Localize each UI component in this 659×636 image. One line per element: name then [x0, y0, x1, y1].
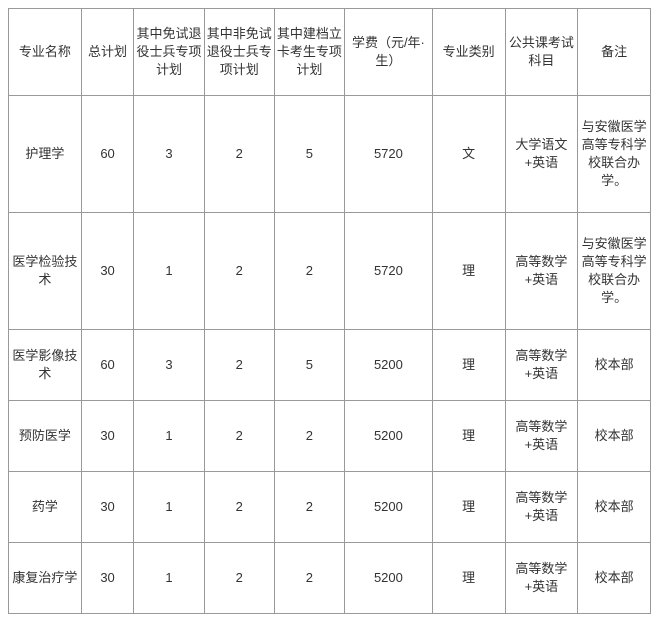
- table-cell: 2: [204, 96, 274, 213]
- table-cell: 校本部: [578, 401, 651, 472]
- table-row: 药学301225200理高等数学+英语校本部: [9, 472, 651, 543]
- table-cell: 5720: [345, 213, 433, 330]
- table-cell: 预防医学: [9, 401, 82, 472]
- table-cell: 护理学: [9, 96, 82, 213]
- table-cell: 高等数学+英语: [505, 472, 578, 543]
- table-cell: 高等数学+英语: [505, 213, 578, 330]
- table-cell: 理: [432, 330, 505, 401]
- table-cell: 1: [134, 543, 204, 614]
- table-cell: 30: [81, 401, 134, 472]
- table-cell: 药学: [9, 472, 82, 543]
- table-body: 护理学603255720文大学语文+英语与安徽医学高等专科学校联合办学。医学检验…: [9, 96, 651, 614]
- table-cell: 3: [134, 96, 204, 213]
- table-cell: 2: [274, 543, 344, 614]
- table-cell: 1: [134, 401, 204, 472]
- table-row: 预防医学301225200理高等数学+英语校本部: [9, 401, 651, 472]
- table-cell: 高等数学+英语: [505, 543, 578, 614]
- table-row: 医学影像技术603255200理高等数学+英语校本部: [9, 330, 651, 401]
- table-cell: 理: [432, 543, 505, 614]
- table-cell: 1: [134, 213, 204, 330]
- table-cell: 大学语文+英语: [505, 96, 578, 213]
- header-cell: 学费（元/年·生）: [345, 9, 433, 96]
- table-cell: 5720: [345, 96, 433, 213]
- table-cell: 校本部: [578, 330, 651, 401]
- table-cell: 理: [432, 472, 505, 543]
- table-cell: 高等数学+英语: [505, 401, 578, 472]
- table-cell: 校本部: [578, 472, 651, 543]
- table-cell: 5: [274, 96, 344, 213]
- table-cell: 2: [274, 472, 344, 543]
- table-head: 专业名称总计划其中免试退役士兵专项计划其中非免试退役士兵专项计划其中建档立卡考生…: [9, 9, 651, 96]
- header-cell: 其中建档立卡考生专项计划: [274, 9, 344, 96]
- table-cell: 2: [204, 401, 274, 472]
- table-cell: 30: [81, 543, 134, 614]
- table-cell: 5: [274, 330, 344, 401]
- table-cell: 文: [432, 96, 505, 213]
- table-cell: 30: [81, 472, 134, 543]
- table-cell: 2: [274, 401, 344, 472]
- table-cell: 2: [204, 543, 274, 614]
- table-cell: 5200: [345, 401, 433, 472]
- enrollment-plan-table: 专业名称总计划其中免试退役士兵专项计划其中非免试退役士兵专项计划其中建档立卡考生…: [8, 8, 651, 614]
- table-cell: 校本部: [578, 543, 651, 614]
- table-cell: 理: [432, 213, 505, 330]
- table-cell: 医学影像技术: [9, 330, 82, 401]
- table-cell: 高等数学+英语: [505, 330, 578, 401]
- table-cell: 与安徽医学高等专科学校联合办学。: [578, 96, 651, 213]
- header-cell: 总计划: [81, 9, 134, 96]
- header-cell: 专业类别: [432, 9, 505, 96]
- header-row: 专业名称总计划其中免试退役士兵专项计划其中非免试退役士兵专项计划其中建档立卡考生…: [9, 9, 651, 96]
- table-cell: 1: [134, 472, 204, 543]
- table-row: 护理学603255720文大学语文+英语与安徽医学高等专科学校联合办学。: [9, 96, 651, 213]
- table-cell: 2: [204, 213, 274, 330]
- header-cell: 其中非免试退役士兵专项计划: [204, 9, 274, 96]
- table-cell: 3: [134, 330, 204, 401]
- table-cell: 2: [274, 213, 344, 330]
- table-row: 医学检验技术301225720理高等数学+英语与安徽医学高等专科学校联合办学。: [9, 213, 651, 330]
- table-cell: 与安徽医学高等专科学校联合办学。: [578, 213, 651, 330]
- table-cell: 60: [81, 330, 134, 401]
- table-cell: 2: [204, 472, 274, 543]
- table-cell: 5200: [345, 472, 433, 543]
- table-cell: 医学检验技术: [9, 213, 82, 330]
- table-cell: 30: [81, 213, 134, 330]
- table-cell: 康复治疗学: [9, 543, 82, 614]
- header-cell: 其中免试退役士兵专项计划: [134, 9, 204, 96]
- table-cell: 2: [204, 330, 274, 401]
- table-cell: 5200: [345, 543, 433, 614]
- table-cell: 理: [432, 401, 505, 472]
- table-row: 康复治疗学301225200理高等数学+英语校本部: [9, 543, 651, 614]
- header-cell: 备注: [578, 9, 651, 96]
- header-cell: 公共课考试科目: [505, 9, 578, 96]
- table-cell: 5200: [345, 330, 433, 401]
- header-cell: 专业名称: [9, 9, 82, 96]
- table-cell: 60: [81, 96, 134, 213]
